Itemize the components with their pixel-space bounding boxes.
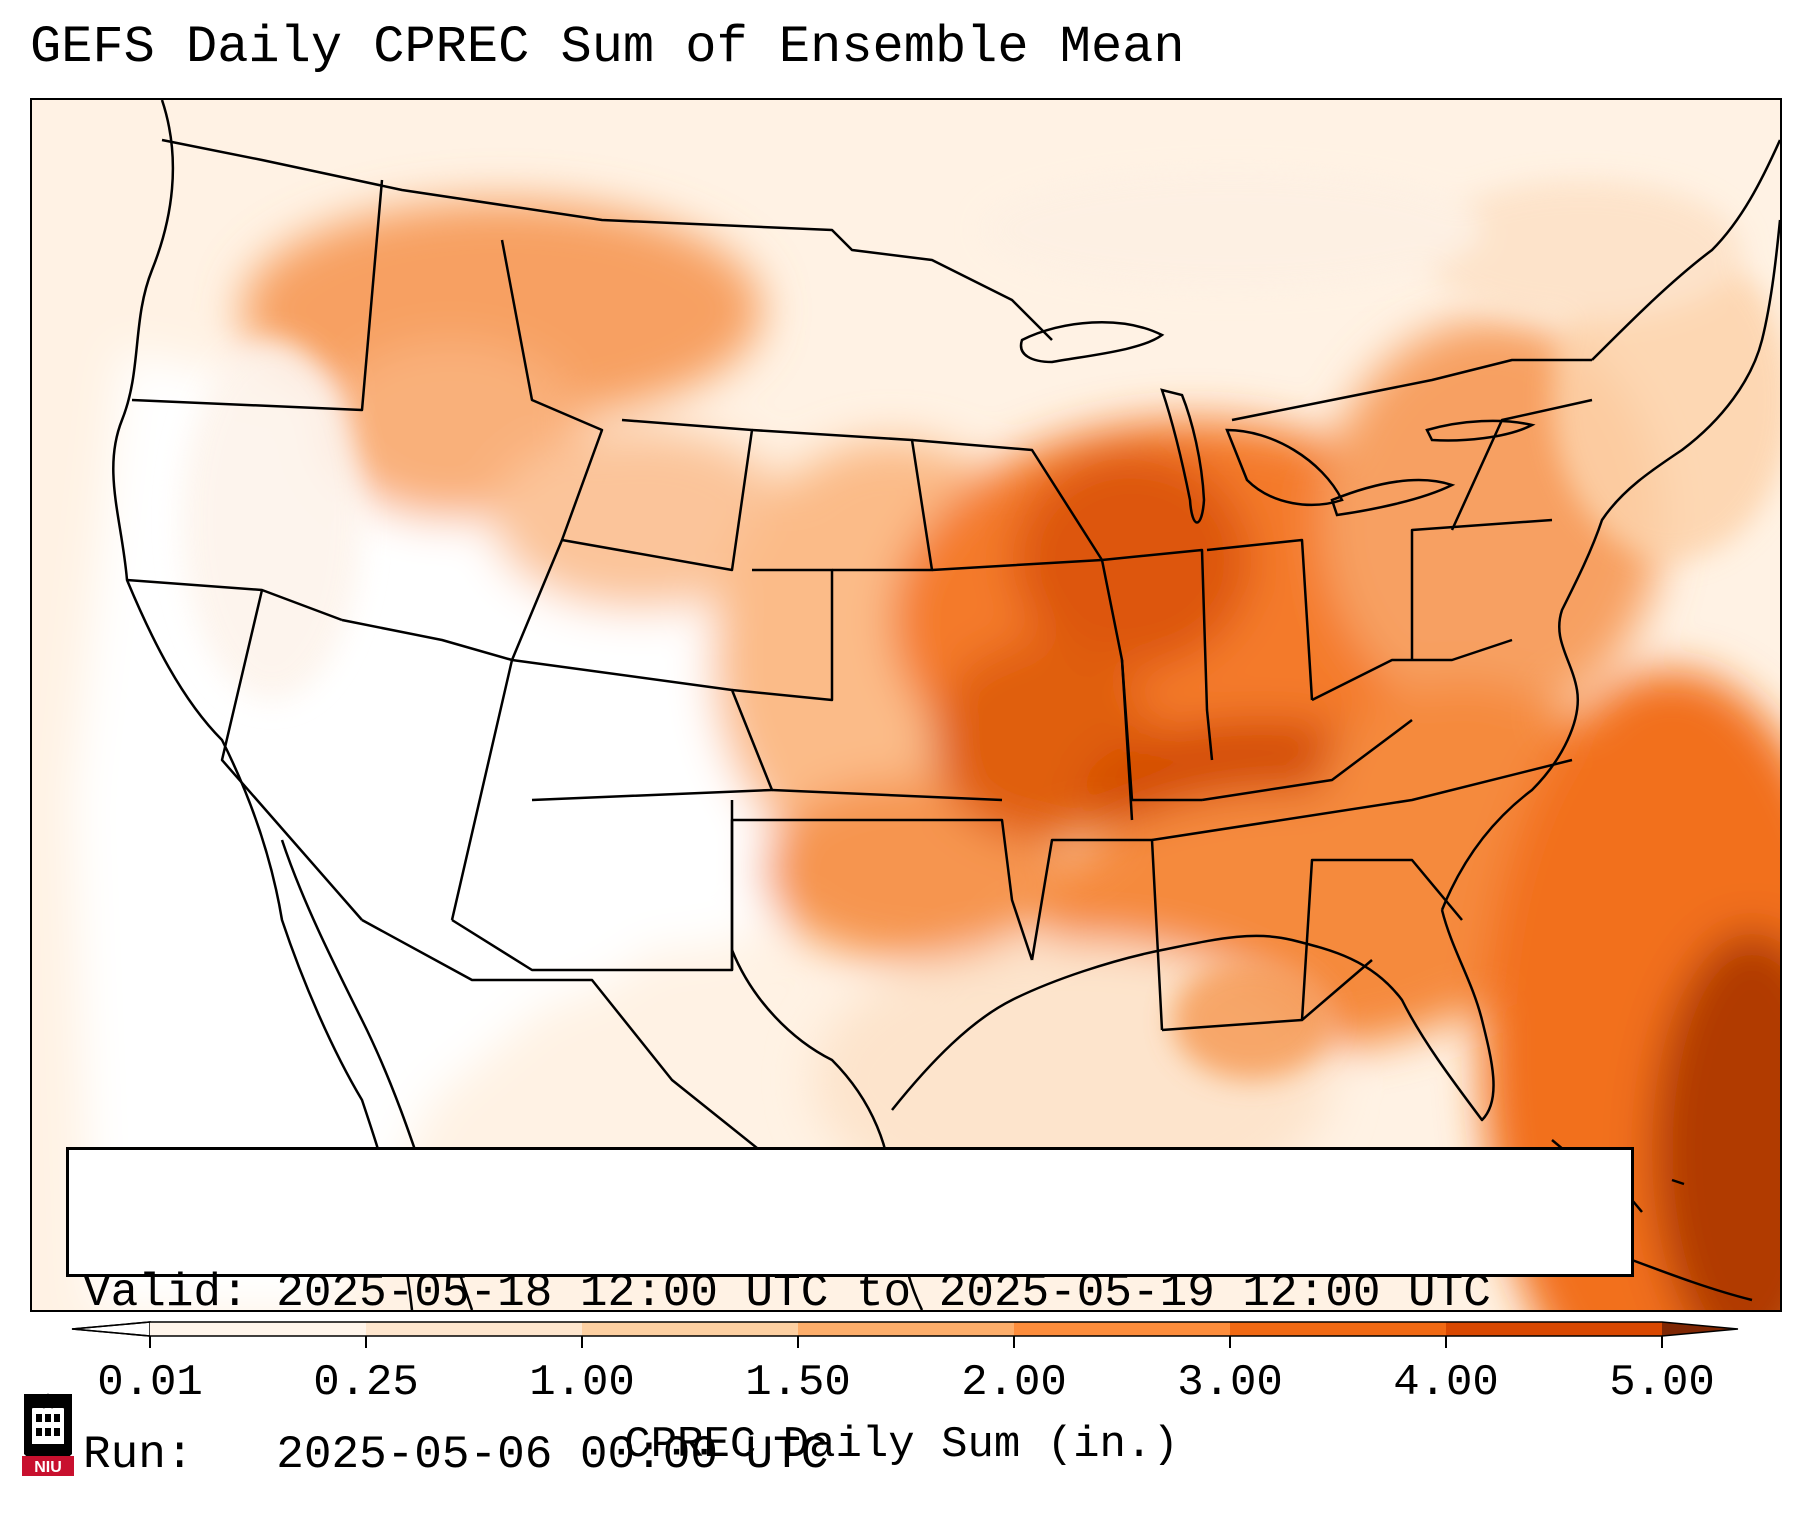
map-title: GEFS Daily CPREC Sum of Ensemble Mean [30,18,1185,77]
niu-logo: NIU [22,1392,74,1476]
colorbar-tick-label: 2.00 [961,1358,1067,1408]
colorbar-tick-label: 1.00 [529,1358,635,1408]
atlantic-coast [1440,219,1780,911]
colorbar-tick-label: 5.00 [1609,1358,1715,1408]
run-time: 2025-05-06 00:00 UTC [276,1429,829,1481]
colorbar-label: CPREC Daily Sum (in.) [624,1420,1179,1470]
niu-logo-text: NIU [34,1459,62,1476]
wet-region-illinois-core [1012,450,1252,670]
canada-border [161,138,1592,422]
valid-time: 2025-05-18 12:00 UTC to 2025-05-19 12:00… [276,1267,1491,1319]
colorbar-under-arrow [71,1321,151,1337]
colorbar: 0.01 0.25 1.00 1.50 2.00 3.00 4.00 5.00 [71,1321,1739,1408]
canada-east-coast [1591,139,1780,361]
colorbar-tick-label: 0.25 [313,1358,419,1408]
colorbar-segment [150,1322,367,1336]
colorbar-segment [1230,1322,1447,1336]
wet-region-atlantic-core [1652,930,1780,1310]
valid-line: Valid: 2025-05-18 12:00 UTC to 2025-05-1… [83,1266,1617,1320]
colorbar-tick-label: 1.50 [745,1358,851,1408]
wet-region-wyoming [492,430,792,610]
pacific-coast [112,100,414,1310]
precip-map [30,98,1782,1312]
colorbar-tick-label: 3.00 [1177,1358,1283,1408]
colorbar-tick-label: 0.01 [97,1358,203,1408]
run-line: Run: 2025-05-06 00:00 UTC [83,1428,1617,1482]
political-boundaries [126,138,1593,1212]
valid-run-info-box: Valid: 2025-05-18 12:00 UTC to 2025-05-1… [66,1147,1634,1481]
colorbar-over-arrow [1662,1322,1738,1336]
colorbar-ticks: 0.01 0.25 1.00 1.50 2.00 3.00 4.00 5.00 [97,1336,1715,1408]
valid-label: Valid: [83,1267,249,1319]
run-label: Run: [83,1429,194,1481]
colorbar-segment [582,1322,799,1336]
colorbar-segment [798,1322,1015,1336]
colorbar-segments [71,1321,1739,1337]
colorbar-segment [1446,1322,1663,1336]
colorbar-tick-label: 4.00 [1393,1358,1499,1408]
colorbar-segment [1014,1322,1231,1336]
great-lakes [1019,321,1536,524]
colorbar-segment [366,1322,583,1336]
